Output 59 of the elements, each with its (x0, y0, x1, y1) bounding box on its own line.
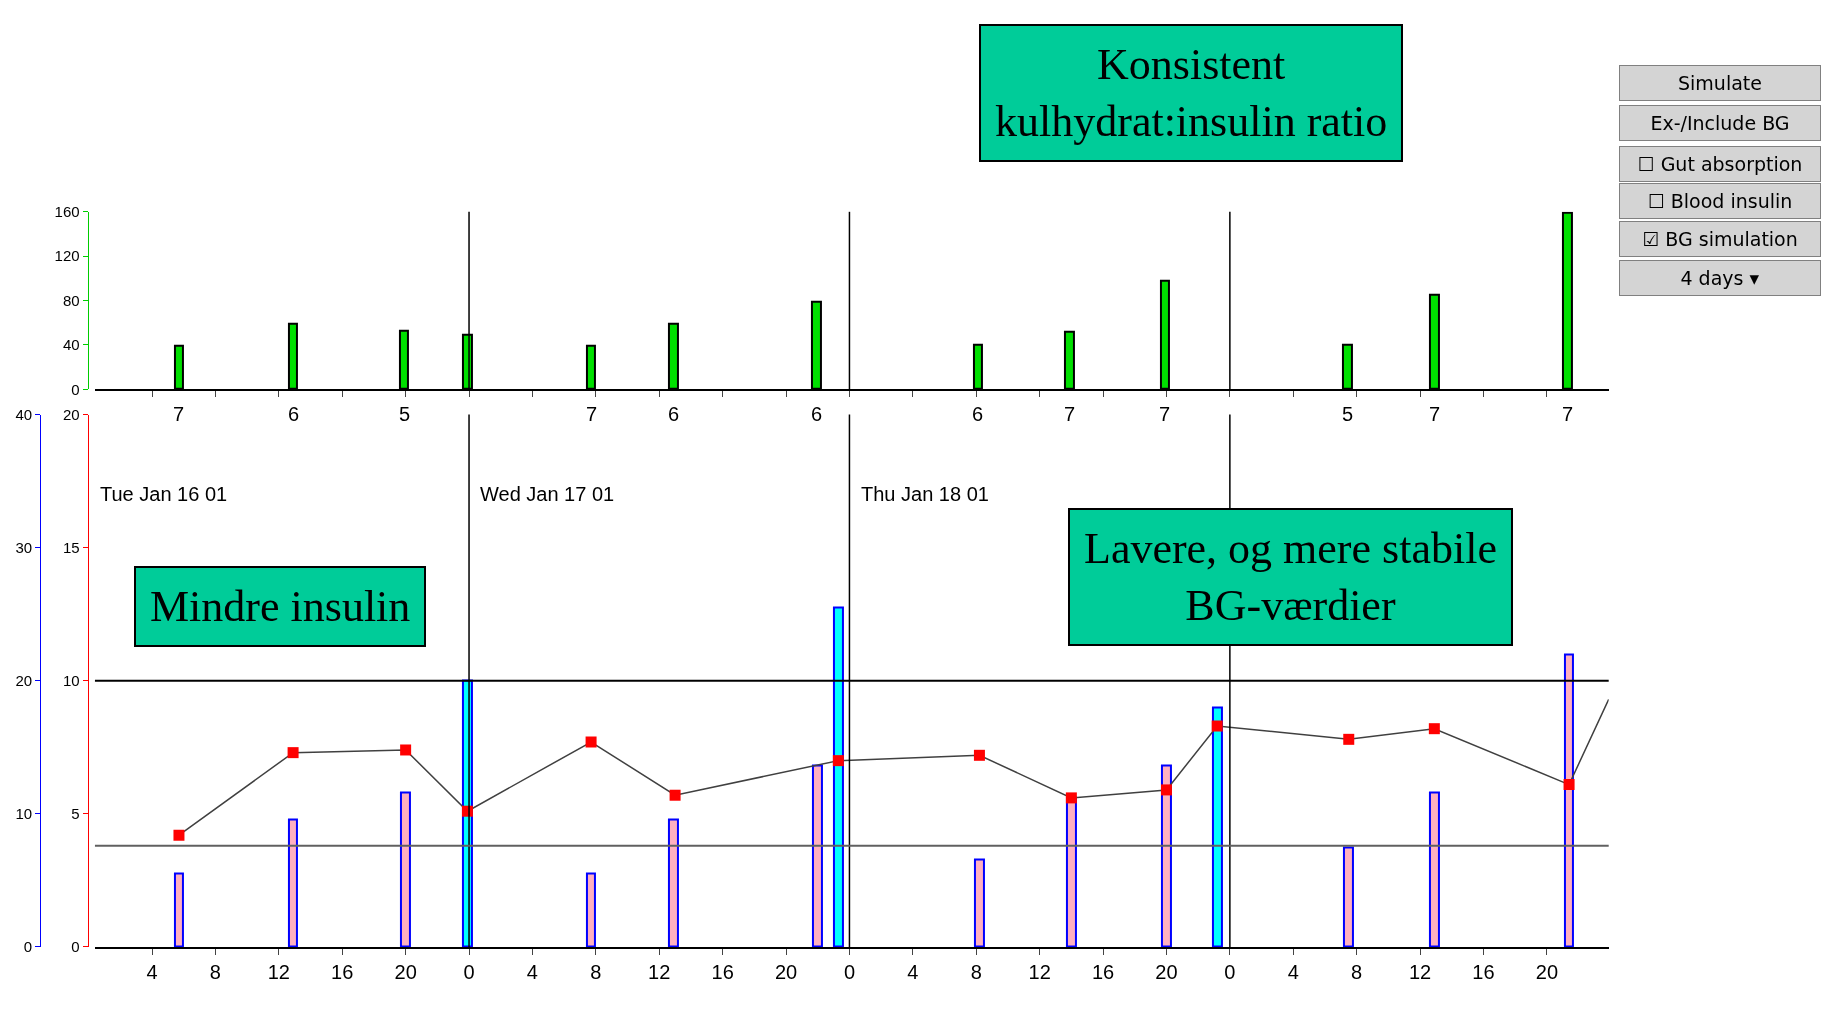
x-tick-label: 20 (1535, 960, 1559, 983)
x-tick-label: 8 (209, 960, 221, 983)
annotation: 7 (1562, 403, 1574, 425)
y-tick-label: 80 (62, 291, 80, 309)
y-tick-label: 160 (54, 203, 80, 221)
annotation: 5 (1342, 403, 1354, 425)
x-tick-label: 4 (526, 960, 538, 983)
annotation: 5 (399, 403, 411, 425)
annotation: 6 (288, 403, 300, 425)
annotation: Tue Jan 16 01 (100, 483, 228, 505)
text: ☐ Gut absorption (1637, 153, 1803, 175)
x-tick-label: 20 (774, 960, 798, 983)
text: Ex-/Include BG (1650, 112, 1790, 134)
x-tick-label: 16 (711, 960, 734, 983)
x-tick-label: 12 (648, 960, 671, 983)
y-tick-label: 20 (15, 672, 33, 690)
text: 4 days ▾ (1680, 267, 1760, 289)
annotation: 7 (173, 403, 185, 425)
x-tick-label: 8 (590, 960, 602, 983)
x-tick-label: 8 (1351, 960, 1363, 983)
x-tick-label: 8 (970, 960, 982, 983)
annotation: 6 (668, 403, 680, 425)
y-tick-label: 30 (15, 538, 33, 556)
text: Konsistent kulhydrat:insulin ratio (995, 40, 1388, 147)
text: ☑ BG simulation (1642, 228, 1798, 250)
x-tick-label: 0 (1224, 960, 1236, 983)
x-tick-label: 12 (1408, 960, 1432, 983)
annotation: Lavere, og mere stabile BG-værdier (1084, 524, 1497, 631)
x-tick-label: 12 (267, 960, 290, 983)
annotation: Mindre insulin (150, 582, 411, 631)
x-tick-label: 16 (331, 960, 354, 983)
x-tick-label: 20 (1155, 960, 1178, 983)
annotation: 7 (586, 403, 598, 425)
annotation: 7 (1429, 403, 1441, 425)
x-tick-label: 16 (1091, 960, 1115, 983)
annotation: Thu Jan 18 01 (861, 483, 989, 505)
annotation: 6 (972, 403, 984, 425)
text: ☐ Blood insulin (1647, 190, 1793, 212)
y2-tick-label: 5 (71, 805, 80, 823)
y2-tick-label: 15 (62, 538, 80, 556)
x-tick-label: 16 (1472, 960, 1495, 983)
annotation: 7 (1064, 403, 1076, 425)
y-tick-label: 40 (62, 336, 80, 354)
x-tick-label: 20 (394, 960, 417, 983)
annotation: 7 (1159, 403, 1171, 425)
y-tick-label: 0 (23, 938, 33, 956)
annotation: Wed Jan 17 01 (480, 483, 615, 505)
x-tick-label: 0 (843, 960, 856, 983)
x-tick-label: 4 (146, 960, 158, 983)
y-tick-label: 120 (54, 247, 80, 265)
x-tick-label: 12 (1028, 960, 1051, 983)
x-tick-label: 4 (907, 960, 919, 983)
x-tick-label: 4 (1287, 960, 1299, 983)
annotation: 6 (811, 403, 823, 425)
y-tick-label: 0 (71, 380, 80, 398)
y-tick-label: 10 (15, 805, 33, 823)
x-tick-label: 0 (463, 960, 475, 983)
text: Simulate (1678, 72, 1762, 94)
y-tick-label: 40 (15, 405, 33, 423)
